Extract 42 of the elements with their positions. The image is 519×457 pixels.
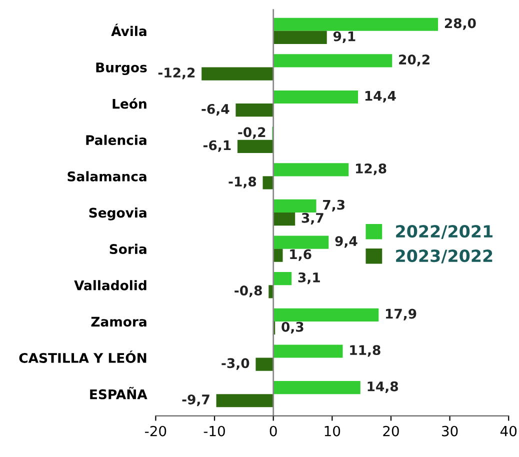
data-label: 17,9: [386, 308, 416, 320]
x-tick-label: -10: [204, 426, 225, 436]
data-label: 3,1: [298, 272, 320, 284]
y-tick-label: Segovia: [89, 207, 146, 220]
y-tick-label: Burgos: [96, 62, 147, 76]
legend-label: 2022/2021: [396, 225, 492, 239]
data-label: -0,8: [234, 286, 262, 298]
data-label: 0,3: [282, 322, 304, 334]
data-label: -6,4: [202, 104, 230, 116]
data-label: 14,8: [368, 381, 398, 394]
y-tick-label: ESPAÑA: [90, 386, 148, 400]
data-label: -6,1: [203, 140, 231, 152]
data-label: 14,4: [365, 91, 396, 103]
x-tick-label: 40: [500, 426, 517, 436]
y-tick-label: Salamanca: [68, 171, 146, 182]
data-label: -9,7: [182, 394, 210, 406]
y-tick-label: Ávila: [111, 24, 146, 36]
x-tick-label: 0: [270, 426, 277, 436]
data-label: -12,2: [158, 68, 195, 80]
data-label: 9,1: [333, 31, 356, 43]
x-tick-label: -20: [145, 426, 166, 436]
y-tick-label: Palencia: [86, 134, 146, 146]
data-label: 12,8: [356, 164, 386, 176]
data-label: 3,7: [302, 212, 324, 225]
x-tick-label: 30: [442, 426, 458, 436]
data-label: 28,0: [444, 18, 476, 30]
x-tick-label: 20: [383, 426, 399, 436]
data-label: -0,2: [238, 127, 266, 139]
y-tick-label: Soria: [110, 244, 146, 254]
y-tick-label: León: [112, 98, 146, 109]
data-label: 1,6: [290, 249, 312, 261]
data-label: -1,8: [228, 176, 256, 188]
x-tick-label: 10: [324, 426, 340, 436]
data-label: 11,8: [350, 345, 380, 357]
legend-label: 2023/2022: [396, 250, 492, 264]
y-tick-label: Zamora: [91, 316, 146, 327]
data-label: 9,4: [335, 236, 358, 248]
data-label: -3,0: [222, 358, 250, 370]
data-label: 7,3: [323, 200, 344, 212]
y-tick-label: Valladolid: [74, 280, 146, 290]
y-tick-label: CASTILLA Y LEÓN: [19, 350, 146, 363]
data-label: 20,2: [399, 54, 430, 66]
